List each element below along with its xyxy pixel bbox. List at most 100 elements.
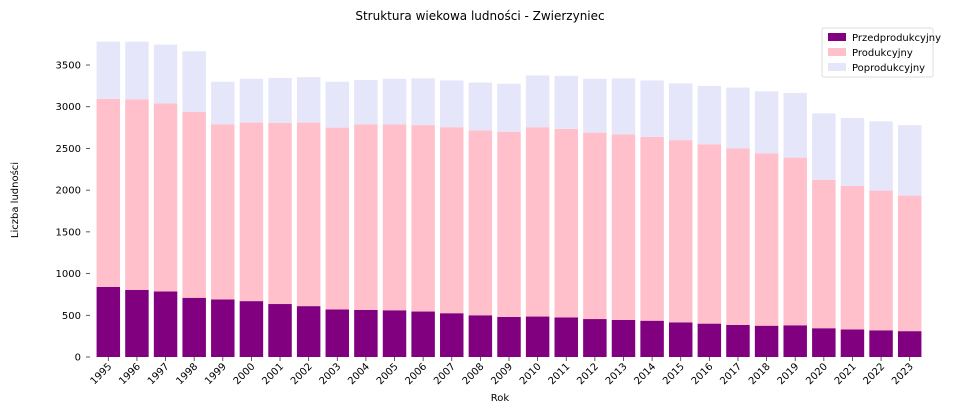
bar-2023-series-0 xyxy=(897,331,922,357)
bar-2022-series-2 xyxy=(869,121,893,191)
x-tick-label-2004: 2004 xyxy=(346,361,372,387)
y-tick-label-2500: 2500 xyxy=(56,144,81,155)
bar-2005-series-1 xyxy=(382,124,407,311)
bar-2014-series-2 xyxy=(640,80,664,137)
bar-2010-series-2 xyxy=(525,75,550,128)
bar-1996-series-1 xyxy=(125,99,149,290)
bar-2021-series-0 xyxy=(840,329,865,357)
bar-2000-series-2 xyxy=(239,78,264,123)
bar-1998-series-2 xyxy=(182,51,206,112)
y-axis: 0 500 1000 1500 2000 2500 3000 3500 xyxy=(56,61,90,364)
chart-title: Struktura wiekowa ludności - Zwierzyniec xyxy=(355,9,604,23)
bar-1997-series-2 xyxy=(153,44,178,104)
bar-1995-series-0 xyxy=(96,286,121,357)
bar-2016-series-0 xyxy=(697,323,722,357)
bar-2019-series-2 xyxy=(783,92,807,158)
legend-swatch-0 xyxy=(828,33,846,41)
bar-2010-series-0 xyxy=(525,316,550,357)
x-tick-label-2018: 2018 xyxy=(747,361,773,387)
bar-2020-series-1 xyxy=(812,179,836,329)
bar-2001-series-2 xyxy=(268,77,292,124)
x-tick-label-2014: 2014 xyxy=(632,361,658,387)
x-tick-label-2015: 2015 xyxy=(661,361,687,387)
bar-2021-series-2 xyxy=(840,118,865,186)
bar-2003-series-2 xyxy=(325,81,350,128)
y-tick-label-0: 0 xyxy=(75,353,81,364)
bar-1996-series-2 xyxy=(125,41,149,100)
bar-2000-series-1 xyxy=(239,122,264,302)
legend-label-1: Produkcyjny xyxy=(852,48,913,59)
x-axis-label: Rok xyxy=(491,393,510,404)
bar-2022-series-1 xyxy=(869,190,893,331)
bar-2001-series-0 xyxy=(268,304,292,357)
x-tick-label-1997: 1997 xyxy=(146,361,172,387)
bar-2004-series-1 xyxy=(354,124,378,310)
x-tick-label-2012: 2012 xyxy=(575,361,601,387)
x-tick-label-2002: 2002 xyxy=(289,361,315,387)
bar-2015-series-1 xyxy=(668,140,693,323)
bar-2009-series-1 xyxy=(497,131,521,317)
bar-2014-series-0 xyxy=(640,320,664,357)
bar-2009-series-0 xyxy=(497,316,521,357)
bar-2009-series-2 xyxy=(497,83,521,132)
bar-2002-series-2 xyxy=(296,77,321,123)
bar-2013-series-2 xyxy=(611,78,636,135)
x-tick-label-1995: 1995 xyxy=(89,361,115,387)
y-tick-label-3500: 3500 xyxy=(56,61,81,72)
bar-2016-series-1 xyxy=(697,144,722,324)
legend-swatch-1 xyxy=(828,48,846,56)
x-tick-label-2005: 2005 xyxy=(375,361,401,387)
bar-2013-series-0 xyxy=(611,319,636,357)
x-tick-label-2003: 2003 xyxy=(318,361,344,387)
bar-2015-series-0 xyxy=(668,322,693,357)
y-tick-label-1000: 1000 xyxy=(56,269,81,280)
bar-1996-series-0 xyxy=(125,289,149,357)
x-axis: 1995 1996 1997 1998 1999 2000 2001 2002 2003 2004… xyxy=(89,357,916,387)
bar-2018-series-2 xyxy=(754,91,779,154)
x-tick-label-2017: 2017 xyxy=(718,361,744,387)
bar-2022-series-0 xyxy=(869,330,893,357)
x-tick-label-1999: 1999 xyxy=(203,361,229,387)
x-tick-label-2007: 2007 xyxy=(432,361,458,387)
bar-1997-series-0 xyxy=(153,291,178,357)
bar-2008-series-1 xyxy=(468,130,493,316)
x-tick-label-2016: 2016 xyxy=(690,361,716,387)
y-axis-label: Liczba ludności xyxy=(9,162,21,238)
bar-2015-series-2 xyxy=(668,83,693,141)
bar-2002-series-1 xyxy=(296,122,321,307)
bar-2007-series-1 xyxy=(440,127,464,314)
bar-2000-series-0 xyxy=(239,301,264,357)
bar-2011-series-2 xyxy=(554,75,578,129)
bar-1998-series-1 xyxy=(182,111,206,298)
legend: Przedprodukcyjny Produkcyjny Poprodukcyjny xyxy=(821,27,941,78)
bar-2005-series-0 xyxy=(382,310,407,357)
bar-2023-series-2 xyxy=(897,125,922,196)
x-tick-label-2013: 2013 xyxy=(604,361,630,387)
bar-2004-series-0 xyxy=(354,309,378,357)
x-tick-label-2023: 2023 xyxy=(890,361,916,387)
x-tick-label-2021: 2021 xyxy=(833,361,859,387)
bar-2004-series-2 xyxy=(354,80,378,125)
bar-1999-series-1 xyxy=(211,124,235,300)
bar-2023-series-1 xyxy=(897,195,922,332)
y-tick-label-2000: 2000 xyxy=(56,186,81,197)
bar-2018-series-1 xyxy=(754,153,779,326)
bar-2011-series-1 xyxy=(554,128,578,318)
x-tick-label-2010: 2010 xyxy=(518,361,544,387)
bar-2001-series-1 xyxy=(268,123,292,305)
bars-layer xyxy=(96,41,922,358)
bar-1995-series-1 xyxy=(96,98,121,287)
bar-1998-series-0 xyxy=(182,297,206,357)
bar-2013-series-1 xyxy=(611,134,636,320)
y-tick-label-500: 500 xyxy=(62,311,81,322)
bar-2003-series-0 xyxy=(325,309,350,357)
x-tick-label-1996: 1996 xyxy=(117,361,143,387)
bar-2019-series-0 xyxy=(783,325,807,357)
x-tick-label-2006: 2006 xyxy=(403,361,429,387)
bar-2017-series-2 xyxy=(726,87,750,149)
bar-2012-series-0 xyxy=(583,319,607,357)
x-tick-label-2020: 2020 xyxy=(804,361,830,387)
bar-2021-series-1 xyxy=(840,185,865,330)
bar-2020-series-0 xyxy=(812,328,836,357)
